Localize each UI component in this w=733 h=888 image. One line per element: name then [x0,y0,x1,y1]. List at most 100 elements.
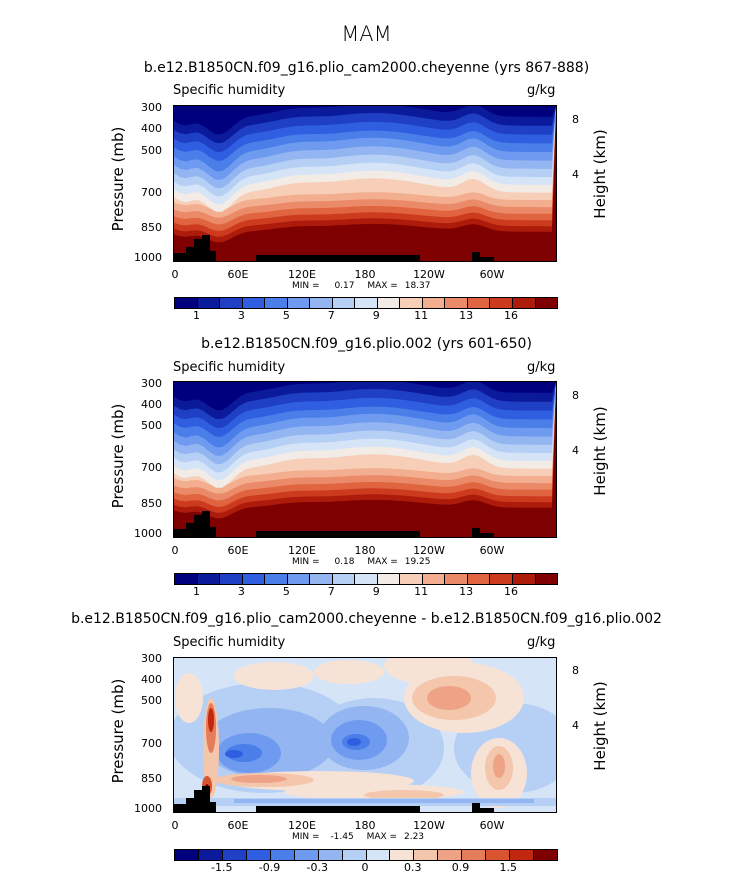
panel-2-topography [202,511,210,537]
panel-1-topography [256,255,420,261]
panel-2-htick-8: 8 [572,389,579,402]
panel-1-colorbar-label: 13 [459,309,474,322]
panel-1-heatmap [174,106,556,261]
panel-1-colorbar-swatch [220,298,243,308]
panel-2-colorbar-swatch [490,574,513,584]
panel-3-colorbar-swatch [270,850,295,860]
panel-3-ylabel-right: Height (km) [591,681,609,771]
panel-3-ytick-1000: 1000 [134,802,162,815]
panel-1-colorbar-swatch [400,298,423,308]
panel-2-colorbar-swatch [422,574,446,584]
panel-3-colorbar-label: -1.5 [211,861,233,874]
panel-3-topography [480,808,494,812]
panel-2-min-label: MIN = [292,557,320,567]
panel-2-xtick-120e: 120E [288,544,316,557]
panel-2-plot [173,381,557,538]
panel-3-colorbar-swatch [175,850,199,860]
panel-2-topography [174,529,186,537]
panel-2-colorbar-swatch [332,574,356,584]
panel-3-contour-blob [225,750,243,758]
panel-3-max: 2.23 [403,832,425,842]
panel-1-colorbar-swatch [175,298,198,308]
panel-2-colorbar [174,573,558,585]
panel-1-colorbar-label: 16 [504,309,519,322]
panel-2-colorbar-swatch [535,574,558,584]
panel-2-topography [256,531,420,537]
panel-1-plot [173,105,557,262]
panel-3-colorbar-swatch [486,850,511,860]
panel-3-xtick-60w: 60W [479,819,505,832]
panel-1-ytick-700: 700 [141,186,162,199]
panel-2-topography [480,533,494,537]
panel-2-ytick-1000: 1000 [134,527,162,540]
panel-2-htick-4: 4 [572,444,579,457]
panel-2-colorbar-swatch [355,574,378,584]
panel-2-colorbar-swatch [467,574,491,584]
panel-1-colorbar-swatch [467,298,491,308]
panel-1-ytick-400: 400 [141,122,162,135]
panel-2-title: b.e12.B1850CN.f09_g16.plio.002 (yrs 601-… [201,336,532,352]
panel-1-colorbar-swatch [197,298,221,308]
panel-2-xtick-60e: 60E [227,544,249,557]
panel-2-topography [472,528,480,537]
panel-3-colorbar-swatch [534,850,557,860]
panel-3-topography [210,802,216,812]
panel-3-colorbar-label: 1.5 [499,861,518,874]
panel-3-xtick-60e: 60E [227,819,249,832]
panel-2-ytick-300: 300 [141,377,162,390]
panel-3-contour-blob [208,708,214,732]
panel-3-title: b.e12.B1850CN.f09_g16.plio_cam2000.cheye… [71,611,662,627]
panel-3-plot [173,657,557,813]
panel-3-ytick-850: 850 [141,772,162,785]
panel-2-ytick-700: 700 [141,461,162,474]
panel-3-min: -1.45 [330,832,354,842]
panel-3-contour-blob [175,673,203,723]
panel-3-xtick-0: 0 [171,819,179,832]
panel-2-topography [210,527,216,537]
panel-2-colorbar-label: 16 [504,585,519,598]
panel-2-minmax: MIN = 0.18 MAX = 19.25 [292,557,431,567]
panel-1-colorbar-label: 11 [414,309,429,322]
panel-2-colorbar-swatch [242,574,266,584]
panel-1-htick-4: 4 [572,168,579,181]
panel-3-contour-blob [364,790,444,800]
panel-3-contour-blob [314,660,384,684]
panel-3-colorbar-label: -0.3 [306,861,328,874]
panel-3-contour-blob [427,686,471,710]
panel-1-minmax: MIN = 0.17 MAX = 18.37 [292,281,431,291]
panel-1-units: g/kg [527,83,556,98]
panel-2-ytick-500: 500 [141,419,162,432]
panel-1-min-label: MIN = [292,281,320,291]
panel-3-colorbar-swatch [318,850,343,860]
panel-1-title: b.e12.B1850CN.f09_g16.plio_cam2000.cheye… [143,60,590,76]
panel-2-contour-band [174,382,556,419]
panel-1-topography [472,252,480,261]
panel-1-topography [480,257,494,261]
panel-1-ytick-500: 500 [141,144,162,157]
panel-3-colorbar-label: -0.9 [258,861,281,874]
panel-1-colorbar-label: 9 [372,309,380,322]
panel-3-colorbar-swatch [342,850,367,860]
panel-1-topography [202,235,210,261]
panel-2-colorbar-label: 7 [327,585,335,598]
panel-1-colorbar-swatch [512,298,536,308]
panel-2-colorbar-swatch [377,574,401,584]
panel-1-ylabel-right: Height (km) [591,129,609,219]
panel-1-colorbar-swatch [490,298,513,308]
panel-1-htick-8: 8 [572,113,579,126]
panel-3-htick-4: 4 [572,719,579,732]
panel-1-colorbar-swatch [355,298,378,308]
panel-3-colorbar-swatch [390,850,415,860]
panel-3-colorbar-label: 0 [361,861,369,874]
panel-3-colorbar-swatch [414,850,439,860]
panel-3-minmax: MIN = -1.45 MAX = 2.23 [292,832,424,842]
panel-1-max: 18.37 [404,281,431,291]
panel-3-xtick-120e: 120E [288,819,316,832]
panel-3-topography [202,786,210,812]
panel-1-contour-band [174,106,556,143]
panel-3-colorbar-label: 0.9 [451,861,470,874]
panel-2-colorbar-label: 13 [459,585,474,598]
panel-2-colorbar-swatch [512,574,536,584]
panel-2-colorbar-swatch [197,574,221,584]
panel-1-colorbar-swatch [445,298,468,308]
